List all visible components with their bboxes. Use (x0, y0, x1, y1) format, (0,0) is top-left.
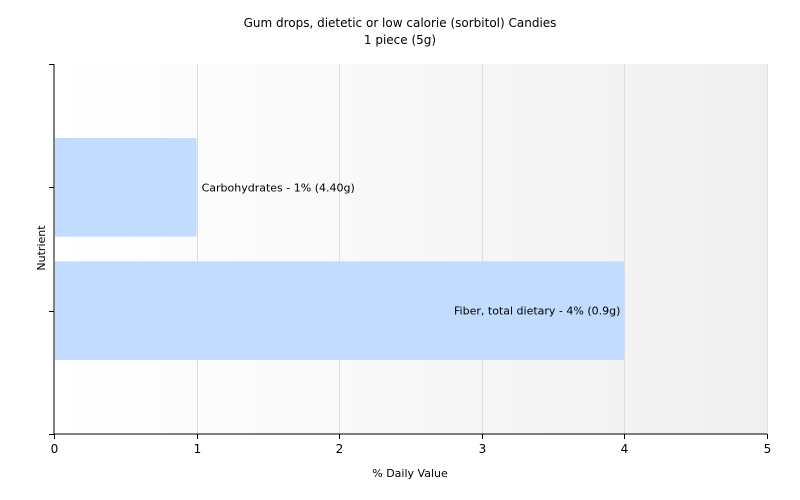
bar (55, 138, 197, 237)
bar-data-label: Fiber, total dietary - 4% (0.9g) (454, 305, 620, 318)
bars (55, 138, 625, 360)
chart-subtitle: 1 piece (5g) (364, 33, 436, 47)
x-tick-label: 5 (764, 442, 772, 456)
bar (55, 261, 625, 360)
x-axis-label: % Daily Value (372, 467, 448, 480)
bar-labels: Carbohydrates - 1% (4.40g) Fiber, total d… (202, 181, 621, 317)
y-axis-label: Nutrient (35, 225, 48, 271)
x-tick-label: 0 (51, 442, 59, 456)
bar-data-label: Carbohydrates - 1% (4.40g) (202, 181, 355, 194)
x-tick-label: 2 (336, 442, 344, 456)
grid-lines (197, 64, 768, 434)
y-axis-ticks (49, 64, 54, 435)
x-tick-label: 4 (621, 442, 629, 456)
x-axis-ticks: 0 1 2 3 4 5 (51, 434, 772, 456)
x-tick-label: 3 (479, 442, 487, 456)
plot-area (54, 64, 767, 434)
x-tick-label: 1 (194, 442, 202, 456)
chart-title: Gum drops, dietetic or low calorie (sorb… (244, 16, 557, 30)
